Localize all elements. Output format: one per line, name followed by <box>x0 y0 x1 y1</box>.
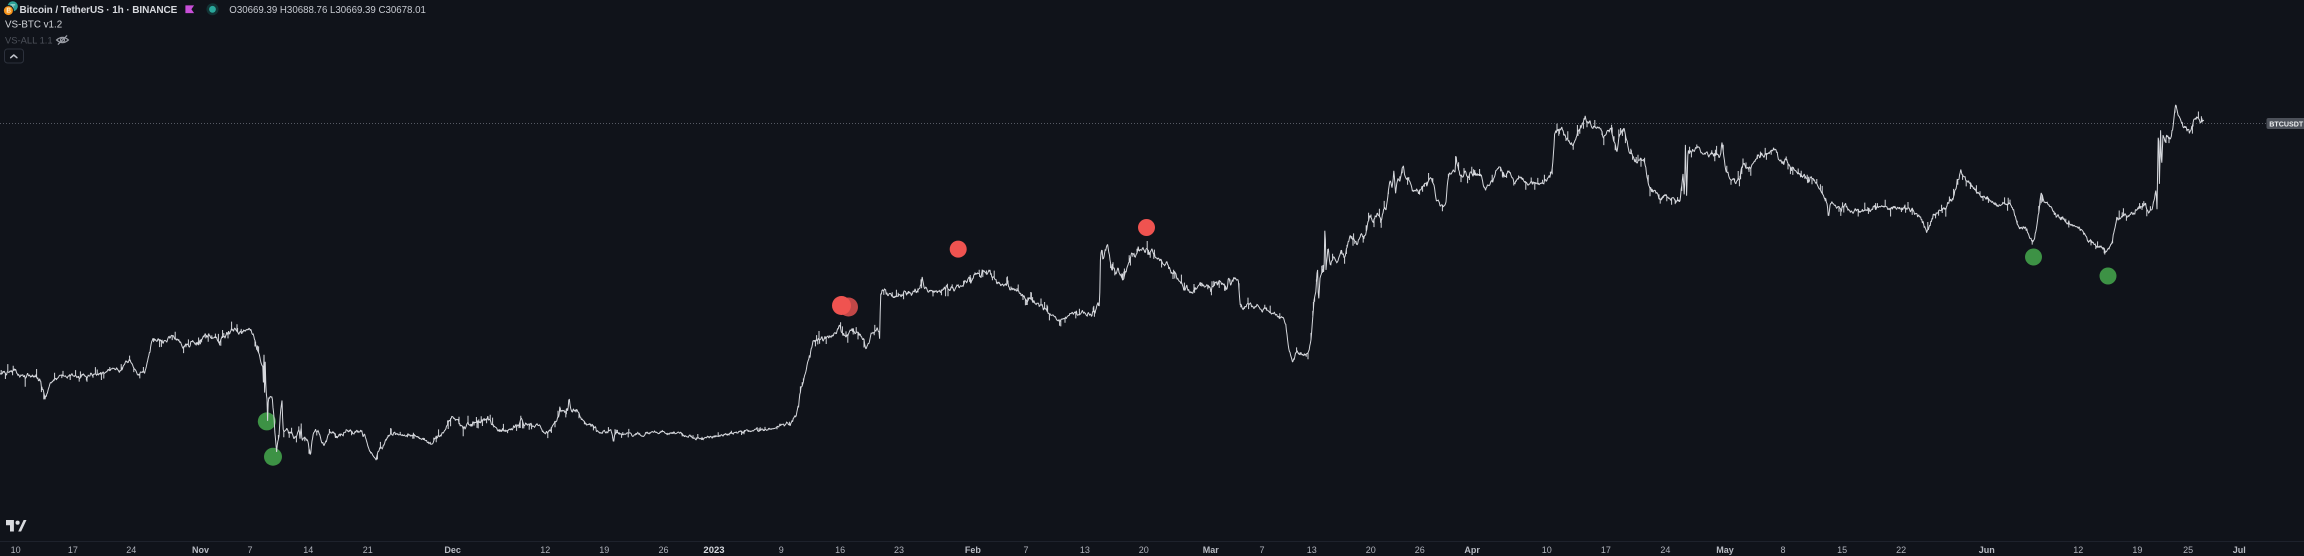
svg-text:13: 13 <box>1307 545 1317 555</box>
svg-text:7: 7 <box>1023 545 1028 555</box>
svg-text:O30669.39 H30688.76 L30669.39: O30669.39 H30688.76 L30669.39 C30678.01 <box>229 5 426 16</box>
svg-text:20: 20 <box>1366 545 1376 555</box>
svg-text:Nov: Nov <box>192 545 209 555</box>
svg-text:20: 20 <box>1139 545 1149 555</box>
svg-text:17: 17 <box>68 545 78 555</box>
svg-text:10: 10 <box>1542 545 1552 555</box>
svg-text:Bitcoin / TetherUS · 1h · BINA: Bitcoin / TetherUS · 1h · BINANCE <box>20 5 178 16</box>
svg-text:15: 15 <box>1837 545 1847 555</box>
svg-text:12: 12 <box>540 545 550 555</box>
svg-text:9: 9 <box>779 545 784 555</box>
svg-text:VS-ALL 1.1: VS-ALL 1.1 <box>5 35 53 46</box>
svg-text:17: 17 <box>1601 545 1611 555</box>
svg-text:BTCUSDT: BTCUSDT <box>2269 120 2304 128</box>
svg-text:23: 23 <box>894 545 904 555</box>
svg-text:Apr: Apr <box>1464 545 1480 555</box>
svg-text:24: 24 <box>126 545 136 555</box>
svg-text:Mar: Mar <box>1203 545 1220 555</box>
svg-text:12: 12 <box>2073 545 2083 555</box>
svg-text:19: 19 <box>599 545 609 555</box>
svg-text:25: 25 <box>2183 545 2193 555</box>
svg-text:7: 7 <box>1259 545 1264 555</box>
svg-text:13: 13 <box>1080 545 1090 555</box>
svg-text:19: 19 <box>2132 545 2142 555</box>
svg-text:26: 26 <box>658 545 668 555</box>
svg-text:14: 14 <box>303 545 313 555</box>
svg-text:22: 22 <box>1896 545 1906 555</box>
svg-text:VS-BTC v1.2: VS-BTC v1.2 <box>5 20 62 31</box>
svg-text:Feb: Feb <box>965 545 982 555</box>
svg-text:8: 8 <box>1780 545 1785 555</box>
svg-text:2023: 2023 <box>703 545 724 556</box>
svg-text:24: 24 <box>1660 545 1670 555</box>
svg-text:Dec: Dec <box>444 545 461 555</box>
svg-text:21: 21 <box>363 545 373 555</box>
svg-text:Jul: Jul <box>2233 545 2246 555</box>
svg-text:7: 7 <box>247 545 252 555</box>
svg-text:10: 10 <box>11 545 21 555</box>
svg-text:16: 16 <box>835 545 845 555</box>
svg-text:26: 26 <box>1415 545 1425 555</box>
svg-text:Jun: Jun <box>1979 545 1995 555</box>
svg-text:May: May <box>1716 545 1734 555</box>
